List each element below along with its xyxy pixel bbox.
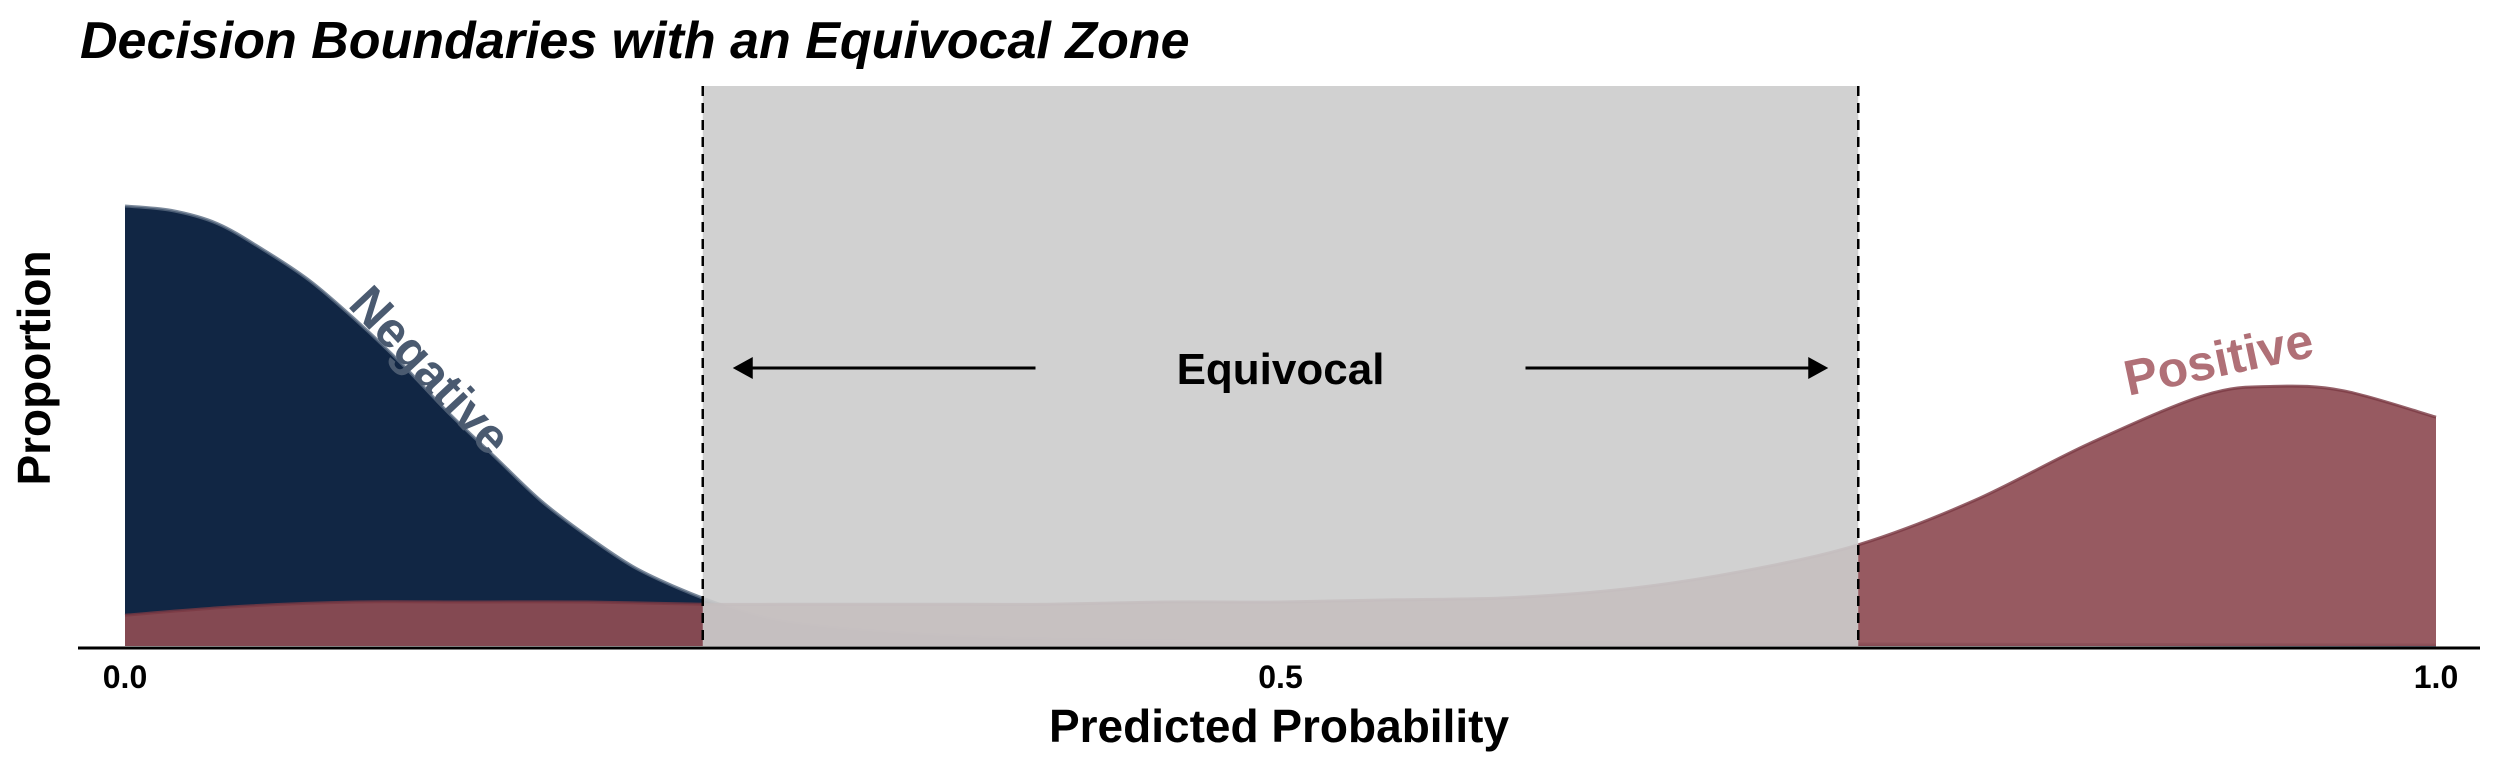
x-axis-ticks: 0.0 0.5 1.0 — [103, 659, 2458, 695]
x-tick-label: 0.5 — [1258, 659, 1302, 695]
equivocal-label: Equivocal — [1177, 345, 1385, 394]
y-axis-label: Proportion — [8, 250, 60, 485]
x-axis-label: Predicted Probability — [1049, 700, 1510, 752]
arrow-right-head-icon — [1808, 357, 1829, 379]
arrow-left-head-icon — [732, 357, 753, 379]
x-tick-label: 0.0 — [103, 659, 147, 695]
equivocal-zone — [702, 86, 1859, 646]
plot-area: Equivocal — [124, 86, 2437, 647]
x-tick-label: 1.0 — [2414, 659, 2458, 695]
chart-title: Decision Boundaries with an Equivocal Zo… — [80, 12, 1190, 70]
